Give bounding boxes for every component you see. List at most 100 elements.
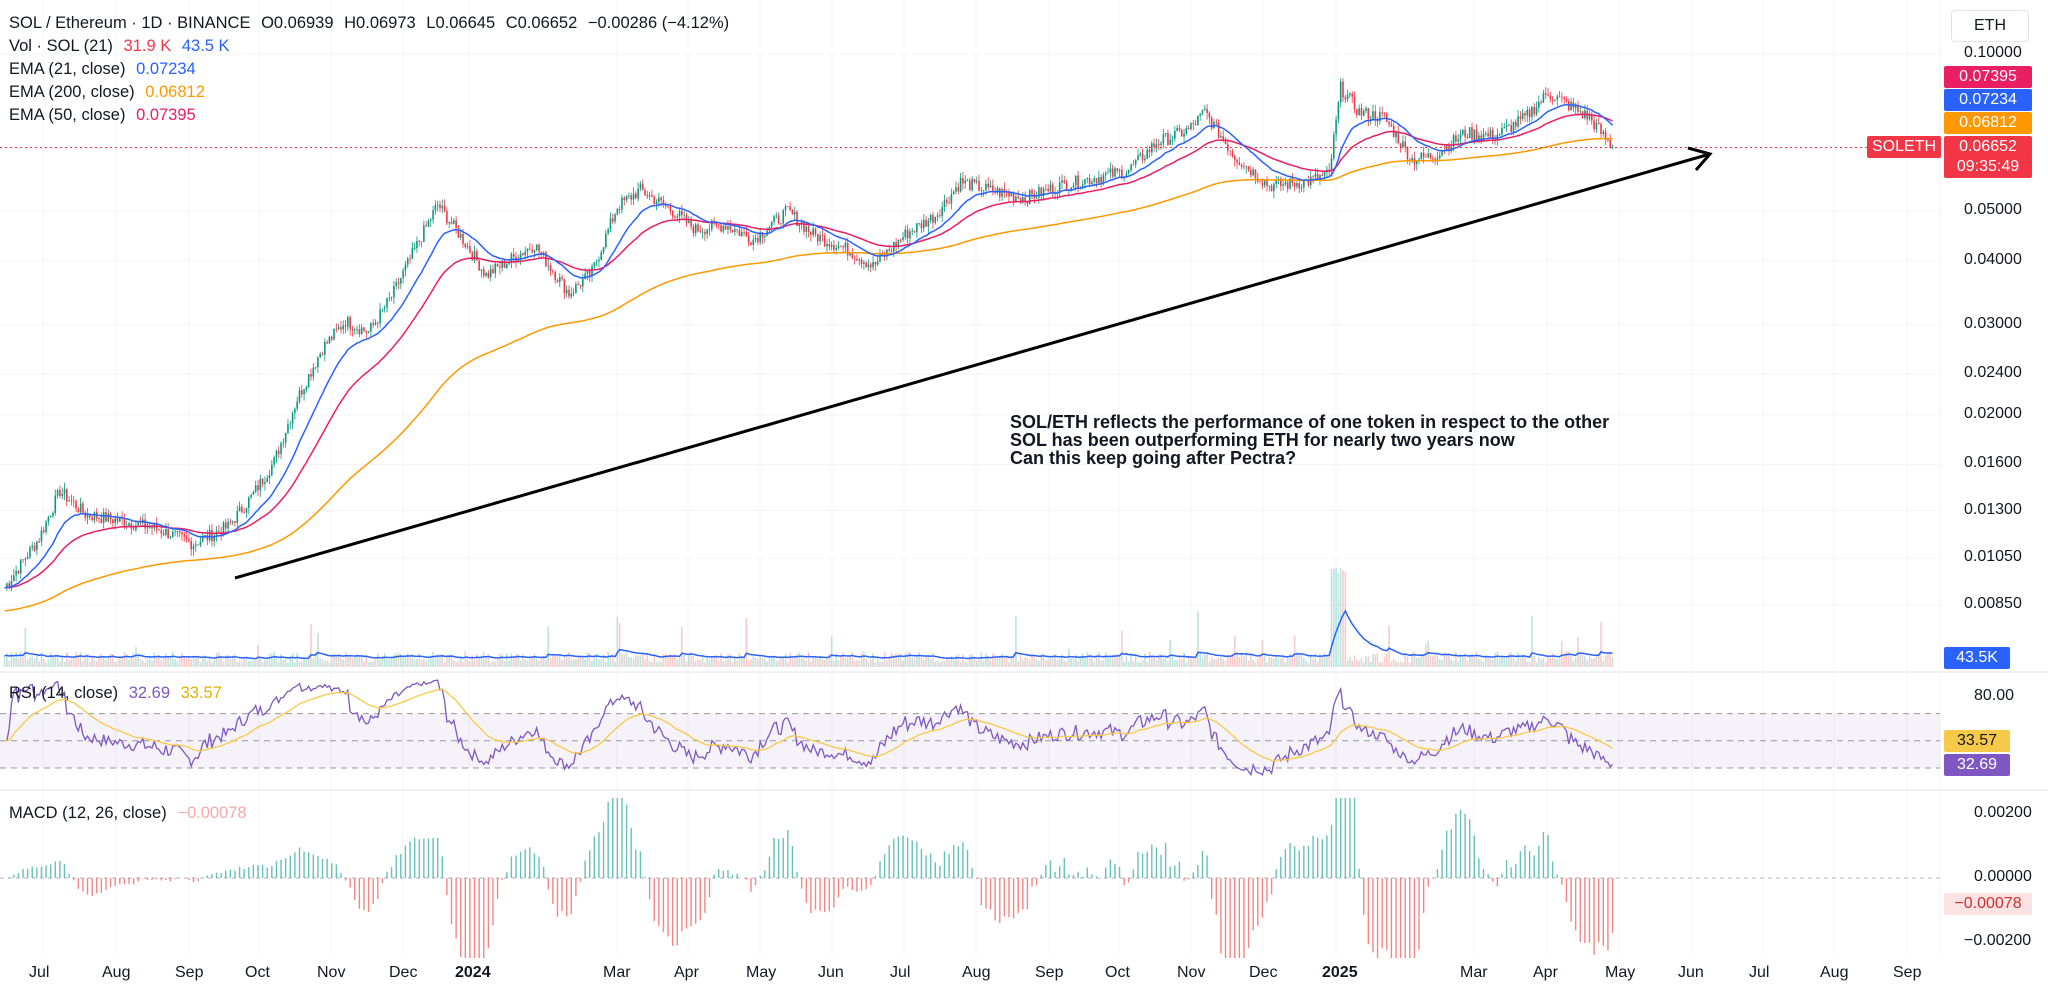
candle-body	[648, 195, 651, 197]
candle-body	[1600, 124, 1602, 135]
candle-body	[982, 189, 985, 191]
volume-bar	[314, 651, 317, 667]
macd-histogram-bar	[529, 847, 531, 878]
candle-body	[563, 279, 566, 294]
price-tick-label: 0.03000	[1964, 314, 2022, 332]
macd-legend[interactable]: MACD (12, 26, close) −0.00078	[9, 803, 253, 823]
macd-histogram-bar	[155, 878, 158, 880]
volume-bar	[621, 653, 623, 667]
macd-histogram-bar	[1344, 798, 1347, 878]
volume-bar	[3, 655, 6, 667]
volume-bar	[1123, 662, 1125, 667]
volume-bar	[411, 654, 414, 667]
candle-body	[1038, 187, 1040, 198]
time-tick-label: Apr	[1533, 964, 1558, 981]
macd-histogram-bar	[1054, 871, 1056, 878]
currency-button[interactable]: ETH	[1951, 10, 2029, 42]
volume-bar	[780, 656, 782, 667]
candle-body	[167, 529, 169, 539]
macd-histogram-bar	[132, 878, 135, 885]
candle-body	[1383, 113, 1386, 115]
volume-bar	[1300, 653, 1303, 667]
macd-histogram-bar	[1561, 878, 1563, 885]
macd-histogram-bar	[13, 874, 15, 878]
volume-bar	[1031, 654, 1033, 667]
macd-histogram-bar	[275, 860, 278, 878]
volume-bar	[201, 656, 204, 667]
macd-histogram-bar	[1326, 835, 1328, 878]
volume-bar	[317, 632, 319, 667]
candle-body	[632, 193, 635, 200]
rsi-legend[interactable]: RSI (14, close) 32.69 33.57	[9, 683, 228, 703]
volume-bar	[400, 653, 402, 667]
macd-histogram-bar	[510, 856, 513, 878]
macd-histogram-bar	[303, 851, 305, 878]
candle-body	[1190, 123, 1192, 130]
macd-histogram-bar	[1141, 853, 1144, 878]
volume-bar	[998, 655, 1001, 667]
macd-histogram-bar	[289, 855, 291, 878]
candle-body	[1542, 93, 1545, 103]
volume-bar	[971, 654, 973, 667]
volume-bar	[759, 657, 761, 667]
macd-histogram-bar	[565, 878, 568, 917]
candle-body	[201, 536, 204, 542]
ema21-label: EMA (21, close)	[9, 60, 126, 78]
volume-bar	[1505, 658, 1508, 667]
ohlc-high: H0.06973	[344, 14, 416, 32]
volume-bar	[1510, 652, 1512, 667]
symbol-title[interactable]: SOL / Ethereum · 1D · BINANCE	[9, 14, 251, 32]
volume-bar	[342, 659, 345, 667]
volume-bar	[895, 653, 897, 667]
volume-bar	[840, 656, 842, 667]
macd-histogram-bar	[814, 878, 817, 910]
symbol-legend[interactable]: SOL / Ethereum · 1D · BINANCE O0.06939 H…	[9, 13, 735, 33]
candle-body	[611, 218, 614, 222]
macd-histogram-bar	[1312, 835, 1314, 878]
macd-histogram-bar	[1353, 798, 1356, 878]
candle-body	[692, 226, 695, 234]
macd-histogram-bar	[1303, 845, 1305, 878]
candle-body	[1208, 112, 1211, 118]
volume-bar	[1125, 651, 1128, 667]
candle-body	[171, 531, 174, 538]
macd-histogram-bar	[312, 854, 314, 878]
ema200-legend[interactable]: EMA (200, close) 0.06812	[9, 82, 211, 102]
volume-bar	[1275, 655, 1278, 667]
candle-body	[1065, 182, 1068, 191]
macd-histogram-bar	[1022, 878, 1024, 910]
volume-bar	[1141, 659, 1144, 667]
annotation-text[interactable]: SOL/ETH reflects the performance of one …	[1010, 413, 1609, 467]
volume-bar	[105, 659, 107, 667]
volume-bar	[305, 659, 308, 667]
candle-body	[1574, 105, 1577, 108]
ema21-legend[interactable]: EMA (21, close) 0.07234	[9, 59, 202, 79]
candle-body	[128, 523, 130, 526]
trendline-drawing[interactable]	[234, 146, 1713, 580]
macd-histogram-bar	[372, 878, 374, 904]
candle-body	[524, 251, 527, 256]
volume-bars	[3, 568, 1614, 667]
candle-body	[584, 273, 586, 279]
macd-histogram-bar	[1473, 835, 1476, 878]
volume-bar	[287, 662, 289, 667]
ema50-line	[4, 113, 1613, 589]
volume-bar	[356, 654, 358, 667]
volume-bar	[1565, 651, 1568, 667]
volume-bar	[1436, 653, 1439, 667]
volume-bar	[651, 662, 653, 667]
macd-histogram-bar	[1234, 878, 1236, 958]
macd-histogram-bar	[1072, 874, 1075, 878]
volume-bar	[466, 659, 469, 667]
macd-histogram-bar	[856, 878, 858, 892]
volume-legend[interactable]: Vol · SOL (21) 31.9 K 43.5 K	[9, 36, 236, 56]
ema50-legend[interactable]: EMA (50, close) 0.07395	[9, 105, 202, 125]
volume-bar	[238, 660, 241, 667]
volume-bar	[1233, 635, 1236, 667]
volume-bar	[814, 657, 817, 667]
candle-body	[651, 195, 653, 197]
volume-bar	[206, 660, 209, 667]
volume-bar	[681, 626, 683, 667]
candle-body	[505, 264, 508, 268]
